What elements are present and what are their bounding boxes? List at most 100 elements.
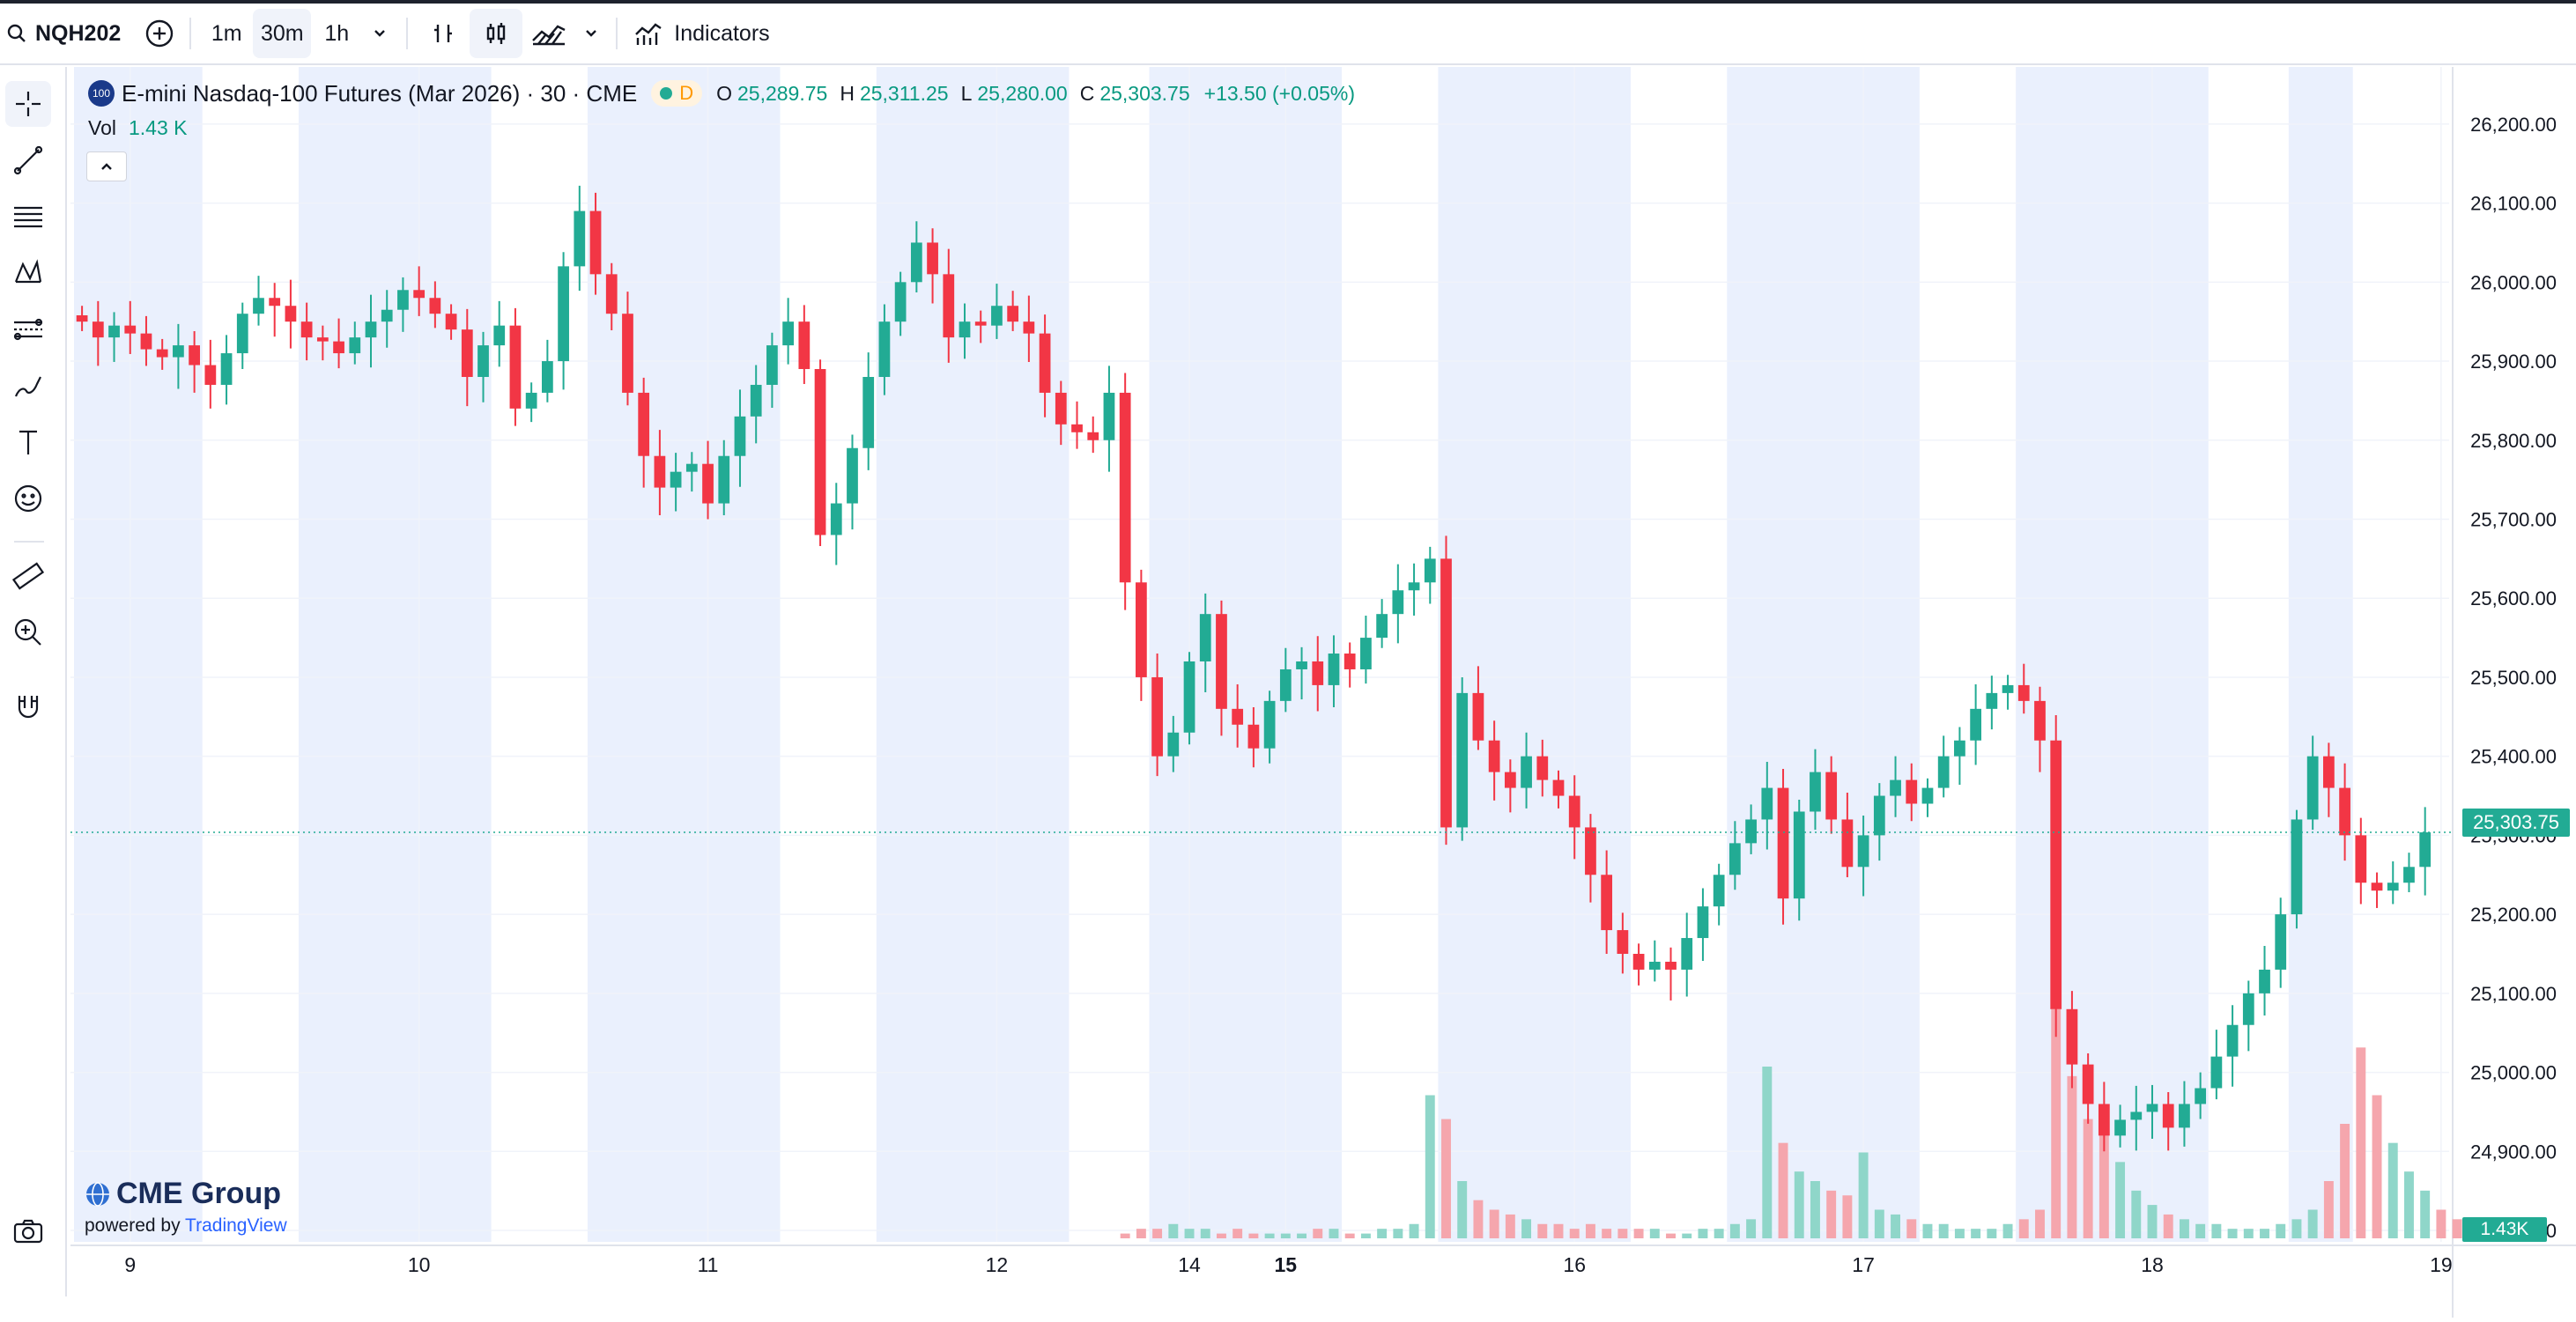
candle-body[interactable]: [2002, 684, 2014, 693]
chart-area[interactable]: 24,800.0024,900.0025,000.0025,100.0025,2…: [70, 67, 2576, 1318]
candle-body[interactable]: [1039, 333, 1051, 393]
candle-body[interactable]: [429, 298, 441, 314]
candle-body[interactable]: [1456, 692, 1469, 828]
candle-body[interactable]: [638, 392, 650, 456]
candle-body[interactable]: [1071, 424, 1083, 432]
candle-body[interactable]: [574, 210, 586, 267]
candle-body[interactable]: [1793, 811, 1805, 899]
candle-body[interactable]: [204, 365, 217, 385]
candle-body[interactable]: [1504, 772, 1516, 788]
candle-body[interactable]: [124, 325, 137, 334]
candle-body[interactable]: [1970, 708, 1981, 741]
candle-body[interactable]: [108, 325, 120, 338]
candle-body[interactable]: [173, 345, 184, 358]
candle-body[interactable]: [1328, 654, 1340, 685]
candle-body[interactable]: [1906, 779, 1918, 804]
candle-body[interactable]: [1601, 875, 1613, 931]
candle-body[interactable]: [910, 242, 922, 283]
candle-body[interactable]: [1890, 779, 1901, 796]
candle-body[interactable]: [349, 337, 361, 354]
candle-body[interactable]: [1136, 582, 1147, 677]
candle-body[interactable]: [878, 321, 891, 377]
bar-style-button[interactable]: [417, 9, 470, 58]
candle-body[interactable]: [2242, 993, 2254, 1025]
candle-body[interactable]: [1279, 668, 1292, 701]
candle-body[interactable]: [1103, 392, 1115, 440]
candle-body[interactable]: [1954, 740, 1965, 757]
candle-body[interactable]: [1648, 961, 1661, 970]
candle-body[interactable]: [1199, 614, 1211, 661]
candle-body[interactable]: [1232, 708, 1244, 725]
interval-dropdown[interactable]: [362, 9, 397, 58]
candle-body[interactable]: [2050, 740, 2062, 1009]
candle-body[interactable]: [413, 290, 426, 299]
candle-body[interactable]: [381, 309, 393, 322]
candle-body[interactable]: [1729, 843, 1741, 875]
candle-body[interactable]: [1761, 787, 1773, 820]
candle-body[interactable]: [1632, 953, 1645, 970]
fib-tool[interactable]: [5, 194, 51, 240]
candle-body[interactable]: [2275, 914, 2287, 970]
emoji-tool[interactable]: [5, 476, 51, 521]
candle-body[interactable]: [2355, 835, 2367, 883]
candle-body[interactable]: [718, 455, 730, 504]
candle-body[interactable]: [1216, 614, 1227, 709]
chart-type-dropdown[interactable]: [575, 9, 607, 58]
candle-body[interactable]: [1424, 558, 1436, 583]
candle-body[interactable]: [959, 321, 971, 338]
candle-body[interactable]: [927, 242, 938, 275]
candle-body[interactable]: [750, 384, 762, 417]
candle-body[interactable]: [1440, 558, 1452, 828]
candle-body[interactable]: [702, 463, 714, 504]
candle-body[interactable]: [1296, 661, 1307, 669]
candle-body[interactable]: [2114, 1119, 2126, 1136]
candle-body[interactable]: [2226, 1024, 2239, 1057]
candle-body[interactable]: [461, 329, 473, 377]
zoom-tool[interactable]: [5, 609, 51, 655]
candle-body[interactable]: [1825, 772, 1838, 820]
candle-body[interactable]: [1585, 827, 1596, 875]
candle-body[interactable]: [1360, 638, 1372, 669]
candle-body[interactable]: [1183, 661, 1195, 733]
candle-body[interactable]: [300, 321, 313, 338]
candle-body[interactable]: [622, 314, 633, 393]
candle-body[interactable]: [1167, 732, 1180, 757]
candle-body[interactable]: [1408, 582, 1420, 591]
magnet-tool[interactable]: [5, 683, 51, 729]
symbol-label[interactable]: NQH202: [35, 20, 122, 46]
candle-body[interactable]: [493, 325, 506, 346]
candle-body[interactable]: [2387, 883, 2399, 891]
candle-body[interactable]: [445, 314, 457, 330]
ruler-tool[interactable]: [5, 553, 51, 599]
candle-body[interactable]: [2082, 1064, 2094, 1104]
candle-body[interactable]: [1521, 756, 1532, 788]
candle-body[interactable]: [2419, 832, 2432, 868]
area-style-button[interactable]: [522, 9, 575, 58]
candle-body[interactable]: [2210, 1056, 2223, 1089]
candle-body[interactable]: [1552, 779, 1565, 796]
candle-body[interactable]: [285, 306, 297, 322]
tradingview-link[interactable]: TradingView: [185, 1215, 287, 1236]
candle-body[interactable]: [1777, 787, 1789, 899]
candle-body[interactable]: [685, 463, 698, 472]
text-tool[interactable]: [5, 419, 51, 465]
trend-line-tool[interactable]: [5, 137, 51, 183]
candle-body[interactable]: [397, 290, 409, 310]
candle-body[interactable]: [589, 210, 602, 275]
candle-body[interactable]: [2146, 1104, 2158, 1112]
candle-body[interactable]: [2034, 700, 2046, 741]
candle-body[interactable]: [1023, 321, 1035, 334]
candle-body[interactable]: [943, 274, 955, 338]
candle-body[interactable]: [1151, 676, 1163, 757]
candle-body[interactable]: [253, 298, 264, 314]
candle-body[interactable]: [974, 321, 987, 326]
brush-tool[interactable]: [5, 363, 51, 409]
candle-body[interactable]: [365, 321, 377, 338]
candle-body[interactable]: [1617, 930, 1629, 954]
candle-body[interactable]: [862, 376, 875, 448]
candle-body[interactable]: [782, 321, 794, 346]
pattern-tool[interactable]: [5, 250, 51, 296]
candle-body[interactable]: [2130, 1112, 2143, 1120]
interval-1h[interactable]: 1h: [324, 20, 350, 46]
candle-body[interactable]: [1986, 692, 1998, 709]
